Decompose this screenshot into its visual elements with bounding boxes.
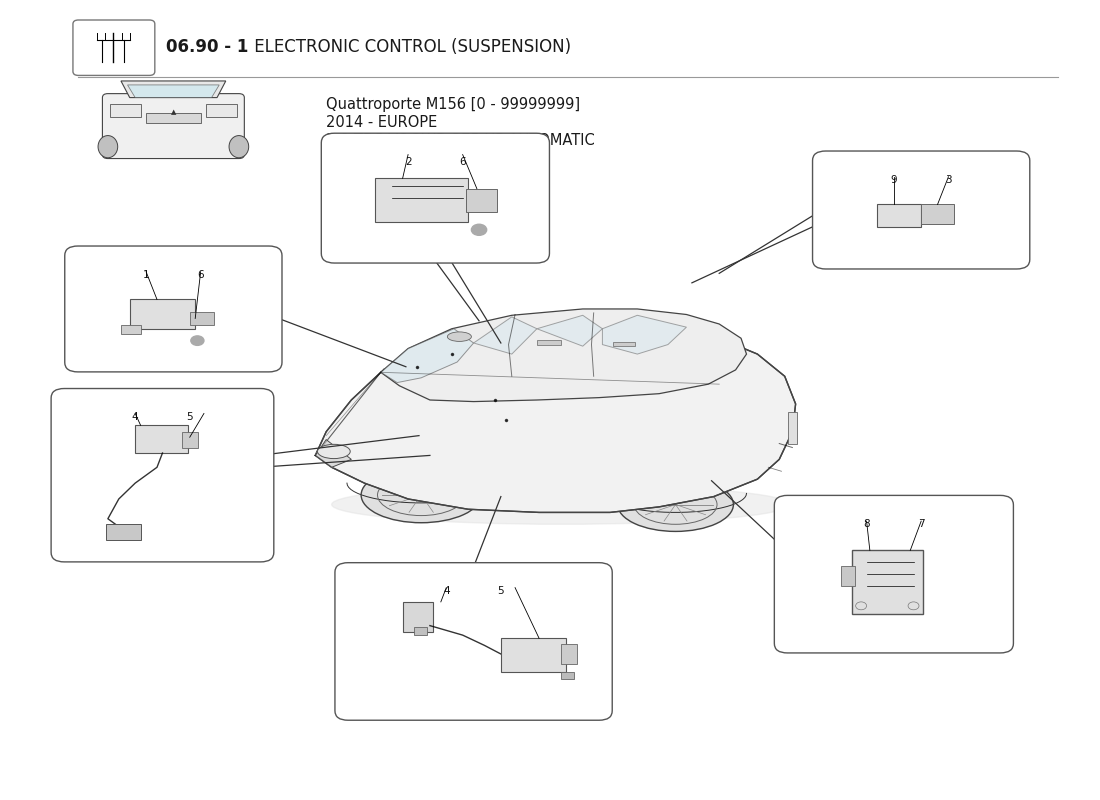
Bar — [403, 602, 433, 632]
Polygon shape — [603, 315, 686, 354]
Text: 7: 7 — [917, 519, 924, 529]
Text: 3.0 TDS V6 2WD 275 HP AUTOMATIC: 3.0 TDS V6 2WD 275 HP AUTOMATIC — [327, 134, 595, 148]
Bar — [466, 189, 496, 212]
FancyBboxPatch shape — [321, 134, 550, 263]
FancyBboxPatch shape — [73, 20, 155, 75]
Text: 5: 5 — [186, 412, 194, 422]
Polygon shape — [316, 325, 795, 513]
Polygon shape — [537, 315, 603, 346]
Text: 8: 8 — [864, 519, 870, 529]
Ellipse shape — [318, 444, 350, 458]
Ellipse shape — [361, 467, 481, 522]
Polygon shape — [316, 439, 351, 467]
Bar — [146, 114, 200, 123]
FancyBboxPatch shape — [813, 151, 1030, 269]
Bar — [500, 638, 566, 671]
Ellipse shape — [229, 135, 249, 158]
Bar — [206, 104, 236, 117]
Text: 4: 4 — [132, 412, 139, 422]
Bar — [106, 524, 141, 540]
Bar — [183, 433, 198, 448]
Bar — [110, 104, 141, 117]
Text: 1: 1 — [143, 270, 150, 280]
Bar — [561, 644, 578, 664]
Circle shape — [472, 224, 486, 235]
Ellipse shape — [98, 135, 118, 158]
Polygon shape — [381, 309, 747, 402]
Bar — [561, 671, 574, 679]
Bar — [121, 325, 141, 334]
Polygon shape — [121, 81, 226, 98]
FancyBboxPatch shape — [65, 246, 282, 372]
Text: 06.90 - 1: 06.90 - 1 — [166, 38, 249, 56]
Text: 3: 3 — [945, 174, 952, 185]
Bar — [614, 342, 635, 346]
Bar — [537, 340, 561, 345]
Polygon shape — [474, 317, 537, 354]
Circle shape — [190, 336, 204, 346]
Bar — [130, 298, 195, 329]
Bar — [135, 426, 188, 453]
Text: 2: 2 — [405, 157, 411, 167]
Text: ▲: ▲ — [170, 110, 176, 116]
Bar — [375, 178, 469, 222]
Bar — [852, 550, 923, 614]
Bar — [878, 204, 921, 227]
Bar — [189, 312, 213, 325]
FancyBboxPatch shape — [102, 94, 244, 158]
Text: Quattroporte M156 [0 - 99999999]: Quattroporte M156 [0 - 99999999] — [327, 97, 581, 112]
Text: 6: 6 — [460, 157, 466, 167]
FancyBboxPatch shape — [774, 495, 1013, 653]
Text: 2014 - EUROPE: 2014 - EUROPE — [327, 115, 438, 130]
Text: ELECTRONIC CONTROL (SUSPENSION): ELECTRONIC CONTROL (SUSPENSION) — [250, 38, 571, 56]
Polygon shape — [381, 329, 474, 382]
Bar — [788, 412, 796, 443]
Polygon shape — [128, 85, 219, 98]
Ellipse shape — [332, 485, 790, 524]
FancyBboxPatch shape — [334, 562, 613, 720]
Text: 6: 6 — [197, 270, 204, 280]
Bar — [414, 627, 427, 635]
Text: 4: 4 — [443, 586, 450, 597]
Text: 5: 5 — [497, 586, 504, 597]
Text: 9: 9 — [891, 174, 898, 185]
Ellipse shape — [448, 332, 472, 342]
Ellipse shape — [618, 478, 734, 531]
FancyBboxPatch shape — [51, 389, 274, 562]
Bar — [842, 566, 855, 586]
Bar — [921, 205, 954, 224]
